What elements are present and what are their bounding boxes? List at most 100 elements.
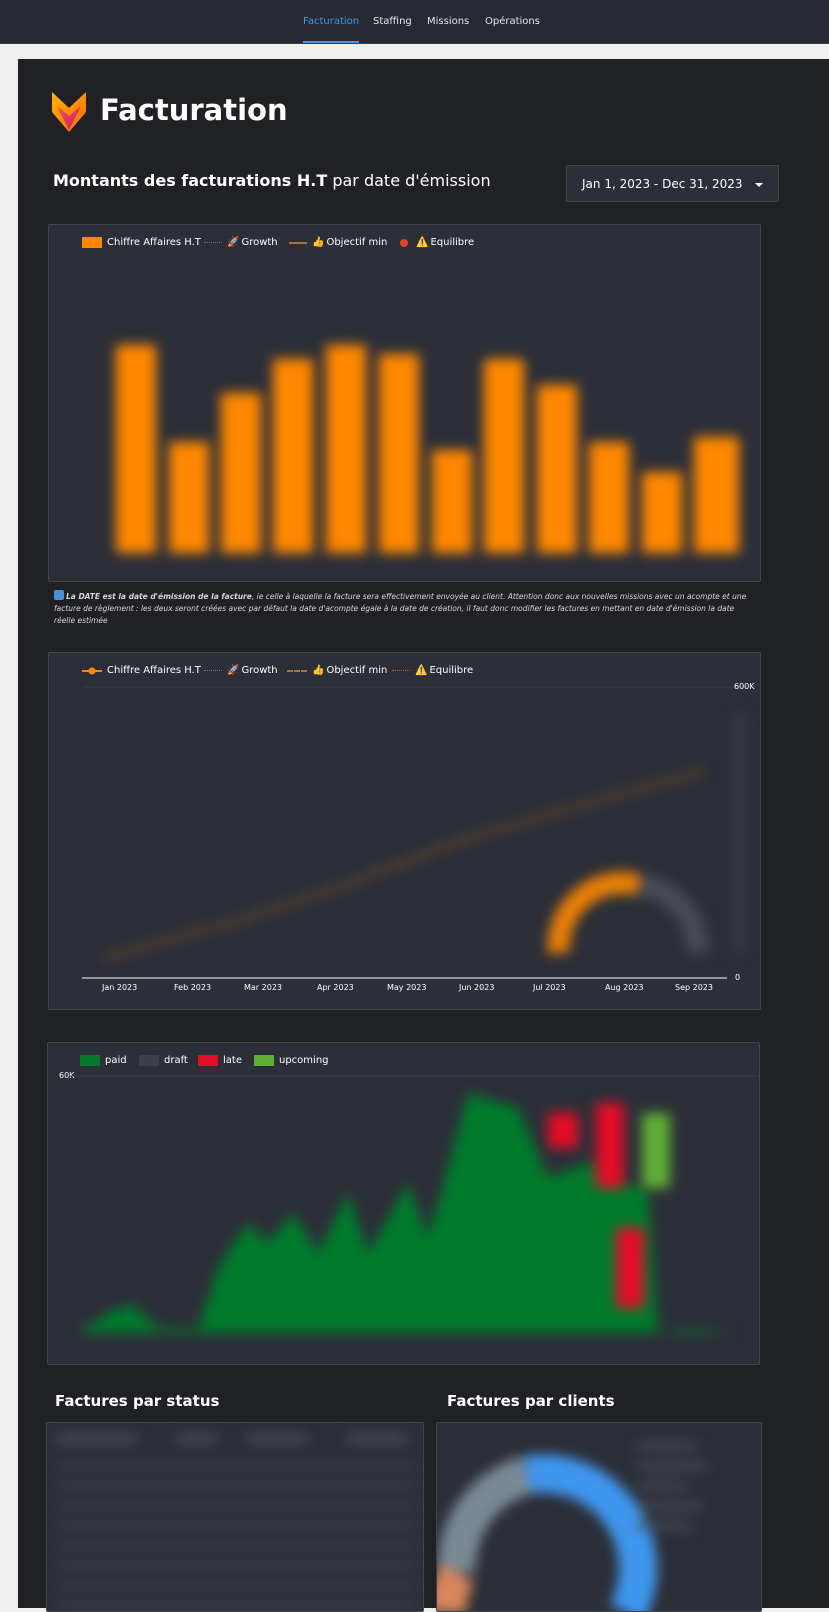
- table-row: [57, 1583, 415, 1588]
- y-scale-band: [732, 713, 746, 953]
- tab-missions[interactable]: Missions: [427, 16, 470, 27]
- legend-label: late: [223, 1055, 242, 1066]
- line-and-gauge-blurred: [82, 686, 747, 979]
- bar: [379, 354, 419, 553]
- report-panel: Facturation Montants des facturations H.…: [18, 59, 829, 1612]
- cumulative-revenue-chart: Chiffre Affaires H.T 🚀 Growth 👍 Objectif…: [48, 652, 761, 1010]
- x-tick-label: Jun 2023: [459, 983, 495, 992]
- date-range-value: Jan 1, 2023 - Dec 31, 2023: [582, 177, 743, 191]
- y-min-label: 0: [735, 973, 741, 982]
- section-title: Montants des facturations H.T par date d…: [53, 171, 491, 190]
- x-tick-label: Sep 2023: [675, 983, 713, 992]
- tab-operations[interactable]: Opérations: [485, 16, 540, 27]
- table-row: [57, 1543, 415, 1548]
- y-max-label: 600K: [734, 682, 755, 691]
- gauge-filled-arc: [547, 871, 642, 955]
- legend-label: Growth: [241, 237, 278, 248]
- table-row: [57, 1603, 415, 1608]
- dotted-line-icon: [392, 670, 410, 671]
- legend-item-objectif-min[interactable]: 👍 Objectif min: [289, 237, 387, 248]
- x-tick-label: Aug 2023: [605, 983, 644, 992]
- rocket-icon: 🚀: [227, 665, 240, 676]
- bar: [221, 393, 261, 553]
- late-area: [548, 1113, 578, 1148]
- legend-row: [637, 1523, 692, 1529]
- x-tick-label: Jul 2023: [533, 983, 566, 992]
- x-tick-label: Feb 2023: [174, 983, 212, 992]
- paid-area: [78, 1093, 738, 1333]
- legend-box-icon: [139, 1055, 159, 1066]
- legend-label: Equilibre: [430, 237, 475, 248]
- bar: [537, 385, 577, 553]
- solid-line-icon: [289, 241, 307, 244]
- objectif-line: [103, 768, 705, 961]
- y-max-label: 60K: [59, 1071, 75, 1080]
- bars-blurred: [116, 345, 739, 553]
- legend-item-equilibre[interactable]: ⚠️ Equilibre: [400, 237, 474, 248]
- x-tick-label: Jan 2023: [102, 983, 138, 992]
- note-bold: La DATE est la date d'émission de la fac…: [66, 592, 252, 601]
- monthly-invoice-chart: Chiffre Affaires H.T 🚀 Growth 👍 Objectif…: [48, 224, 761, 582]
- x-tick-label: May 2023: [387, 983, 427, 992]
- legend-item-late[interactable]: late: [198, 1055, 242, 1066]
- dashed-line-icon: [287, 669, 307, 672]
- x-tick-label: Apr 2023: [317, 983, 354, 992]
- info-icon: [54, 590, 64, 600]
- legend-item-paid[interactable]: paid: [80, 1055, 127, 1066]
- legend-row: [637, 1483, 687, 1489]
- legend-item-growth[interactable]: 🚀 Growth: [204, 665, 278, 676]
- tab-staffing[interactable]: Staffing: [373, 16, 412, 27]
- legend-item-upcoming[interactable]: upcoming: [254, 1055, 329, 1066]
- table-row: [57, 1463, 415, 1468]
- legend-item-draft[interactable]: draft: [139, 1055, 188, 1066]
- table-rows-blurred: [57, 1435, 415, 1608]
- date-range-picker[interactable]: Jan 1, 2023 - Dec 31, 2023: [566, 165, 779, 202]
- table-row: [57, 1483, 415, 1488]
- gauge-empty-arc: [637, 874, 709, 954]
- legend-label: upcoming: [279, 1055, 329, 1066]
- bar: [326, 345, 366, 553]
- donut-segment: [437, 1564, 475, 1611]
- late-area: [616, 1228, 644, 1308]
- table-header-cell: [347, 1435, 407, 1443]
- section-title-bold: Montants des facturations H.T: [53, 171, 328, 190]
- clients-donut-chart: [436, 1422, 762, 1612]
- donut-segment: [437, 1456, 533, 1575]
- thumbs-up-icon: 👍: [312, 237, 325, 248]
- donut-blurred: [437, 1443, 707, 1611]
- legend-label: draft: [164, 1055, 188, 1066]
- legend-box-icon: [82, 237, 102, 248]
- section-title-rest: par date d'émission: [327, 171, 491, 190]
- page-title: Facturation: [100, 93, 288, 127]
- legend-item-chiffre-affaires[interactable]: Chiffre Affaires H.T: [82, 665, 201, 676]
- legend-label: Chiffre Affaires H.T: [107, 665, 201, 676]
- legend-item-growth[interactable]: 🚀 Growth: [204, 237, 278, 248]
- bar: [484, 359, 524, 553]
- note-text: , ie celle à laquelle la facture sera ef…: [54, 592, 747, 625]
- legend-item-equilibre[interactable]: ⚠️ Equilibre: [392, 665, 473, 676]
- legend-row: [637, 1503, 702, 1509]
- legend-label: Growth: [241, 665, 278, 676]
- legend-label: Equilibre: [429, 665, 474, 676]
- bar: [432, 450, 472, 553]
- fox-logo-icon: [52, 92, 86, 132]
- bar: [694, 437, 739, 553]
- tab-facturation[interactable]: Facturation: [303, 0, 360, 43]
- legend-item-objectif-min[interactable]: 👍 Objectif min: [287, 665, 387, 676]
- bar: [589, 442, 629, 553]
- legend-row: [637, 1463, 707, 1469]
- chart2-legend: Chiffre Affaires H.T 🚀 Growth 👍 Objectif…: [49, 653, 760, 683]
- bar: [116, 345, 156, 553]
- warning-icon: ⚠️: [416, 237, 429, 248]
- bar: [273, 359, 313, 553]
- legend-item-chiffre-affaires[interactable]: Chiffre Affaires H.T: [82, 237, 201, 248]
- legend-box-icon: [254, 1055, 274, 1066]
- invoice-status-timeline-chart: paid draft late upcoming 60K: [47, 1042, 760, 1365]
- legend-label: Objectif min: [326, 665, 388, 676]
- legend-label: paid: [105, 1055, 127, 1066]
- upcoming-area: [642, 1113, 670, 1188]
- top-navigation: Facturation Staffing Missions Opérations: [0, 0, 829, 44]
- rocket-icon: 🚀: [227, 237, 240, 248]
- line-dot-icon: [82, 667, 102, 674]
- legend-label: Objectif min: [326, 237, 388, 248]
